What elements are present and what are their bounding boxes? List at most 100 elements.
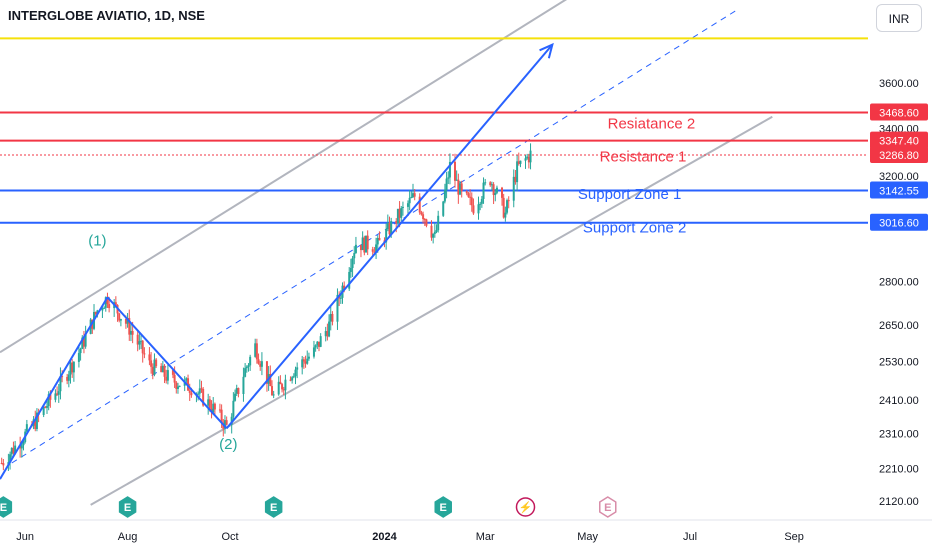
candle-body (378, 237, 381, 241)
candle-body (296, 367, 299, 370)
candle-body (472, 205, 475, 214)
candle-body (218, 409, 221, 411)
candle-body (516, 161, 519, 183)
candle-body (153, 359, 156, 375)
candle-body (108, 304, 111, 309)
price-tick-label: 2650.00 (879, 320, 919, 332)
candle-body (128, 317, 131, 335)
candle-body (66, 376, 69, 381)
candle-body (161, 365, 164, 373)
level-price-text: 3347.40 (879, 136, 919, 148)
candle-body (307, 356, 310, 359)
candle-body (512, 176, 515, 201)
candle-body (396, 208, 399, 224)
candle-body (49, 394, 52, 400)
candle-body (104, 297, 107, 308)
candle-body (349, 267, 352, 272)
candle-body (316, 341, 319, 346)
candle-body (502, 197, 505, 218)
candle-body (353, 252, 356, 259)
candle-body (22, 441, 25, 446)
candle-body (163, 365, 166, 377)
candle-body (254, 343, 257, 357)
candle-body (289, 379, 292, 381)
event-marker-symbol: ⚡ (519, 501, 533, 514)
time-tick-label: Sep (784, 531, 804, 543)
candle-body (282, 389, 285, 391)
candle-body (255, 343, 258, 360)
candle-body (324, 331, 327, 337)
candle-body (165, 376, 168, 381)
candle-body (328, 321, 331, 337)
candle-body (25, 424, 28, 432)
candle-body (291, 377, 294, 381)
level-price-text: 3016.60 (879, 218, 919, 230)
candle-body (459, 183, 462, 195)
candle-body (223, 420, 226, 429)
candle-body (388, 222, 391, 235)
time-tick-label: 2024 (372, 531, 397, 543)
chart-annotation: Resiatance 2 (608, 115, 696, 132)
currency-button[interactable]: INR (876, 4, 922, 32)
chart-annotation: Support Zone 2 (583, 219, 686, 236)
symbol-title: INTERGLOBE AVIATIO, 1D, NSE (8, 8, 205, 23)
candle-body (2, 463, 5, 466)
candle-body (437, 215, 440, 231)
level-price-badge (870, 146, 928, 164)
candle-body (477, 204, 480, 214)
candle-body (235, 388, 238, 394)
candle-body (106, 297, 109, 305)
candle-body (237, 388, 240, 395)
candle-body (69, 362, 72, 375)
candle-body (0, 463, 3, 465)
candle-body (301, 359, 304, 368)
candle-body (44, 406, 47, 408)
candle-body (140, 340, 143, 342)
candle-body (155, 359, 158, 367)
candle-body (418, 196, 421, 213)
candle-body (198, 388, 201, 394)
candle-body (504, 212, 507, 218)
candle-body (412, 193, 415, 197)
time-tick-label: Jun (16, 531, 34, 543)
candle-body (490, 184, 493, 186)
candle-body (230, 416, 233, 425)
candle-body (244, 368, 247, 377)
candle-body (19, 445, 22, 449)
earnings-marker (434, 496, 452, 518)
level-price-text: 3142.55 (879, 185, 919, 197)
candle-body (432, 233, 435, 238)
candle-body (131, 331, 134, 335)
level-price-text: 3286.80 (879, 150, 919, 162)
candle-body (425, 219, 428, 226)
earnings-marker (264, 496, 283, 518)
event-marker-symbol: E (124, 502, 131, 514)
candle-body (455, 179, 458, 181)
candle-body (138, 341, 141, 345)
candle-body (242, 376, 245, 395)
candle-body (336, 294, 339, 322)
candle-body (373, 251, 376, 253)
candle-body (408, 197, 411, 204)
channel-line (90, 115, 773, 506)
candle-body (279, 381, 282, 385)
candle-body (56, 393, 59, 395)
candle-body (430, 225, 433, 238)
candle-body (319, 336, 322, 347)
event-marker-symbol: E (440, 502, 447, 514)
event-marker-symbol: E (270, 502, 277, 514)
candle-body (317, 341, 320, 347)
candle-body (232, 400, 235, 417)
candle-body (34, 419, 37, 429)
candle-body (469, 196, 472, 198)
candle-body (326, 331, 329, 337)
candle-body (57, 391, 60, 395)
candle-body (79, 348, 82, 354)
candle-body (101, 308, 104, 311)
candle-body (507, 200, 510, 202)
candle-body (178, 385, 181, 387)
candle-body (329, 313, 332, 322)
price-tick-label: 2120.00 (879, 496, 919, 508)
